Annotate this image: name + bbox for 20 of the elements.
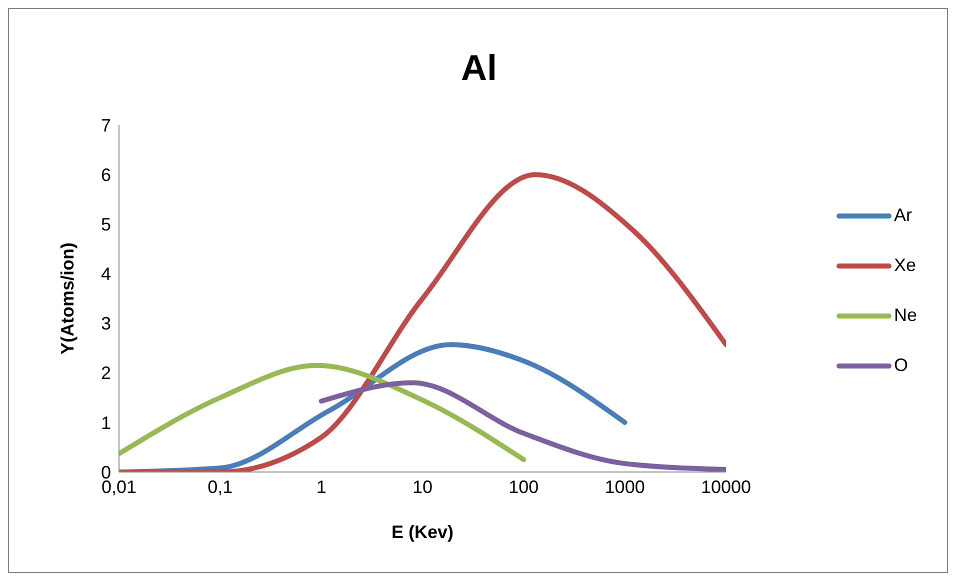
y-tick-label: 7 [100,115,111,136]
x-tick-label: 100 [508,476,539,497]
x-tick-label: 0,1 [208,476,233,497]
y-tick-label: 1 [100,412,111,433]
y-axis-title: Y(Atoms/ion) [57,242,78,354]
x-tick-label: 1000 [604,476,645,497]
y-tick-label: 4 [100,264,111,284]
legend-label: Ar [894,205,912,226]
y-tick-label: 3 [100,314,111,334]
chart-title: Al [460,47,498,89]
x-tick-label: 10000 [700,476,752,497]
y-tick-label: 2 [100,363,111,384]
x-tick-label: 1 [316,476,326,497]
y-tick-label: 5 [100,214,111,235]
y-tick-label: 6 [100,164,111,185]
legend-label: Ne [894,305,917,326]
legend-label: Xe [894,255,916,276]
x-axis-title: E (Kev) [391,522,454,542]
legend-label: O [894,355,908,376]
x-tick-label: 10 [412,476,433,497]
